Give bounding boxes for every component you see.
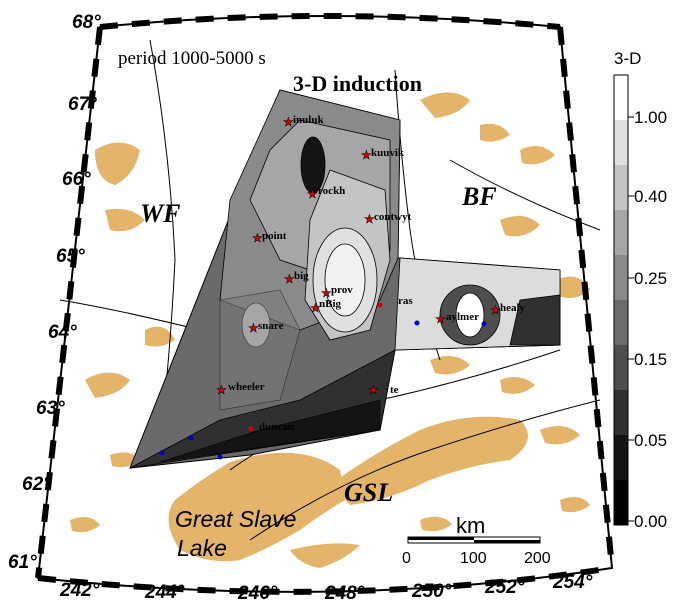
region-label-bf: BF: [461, 182, 497, 211]
colorbar-swatch: [614, 210, 628, 256]
colorbar-swatch: [614, 120, 628, 166]
colorbar-swatches: [614, 75, 628, 526]
lon-label: 246°: [237, 583, 278, 601]
lat-label: 62°: [22, 474, 51, 495]
lat-label: 61°: [8, 552, 37, 573]
site-dot: [481, 321, 487, 327]
station-star: ★: [321, 286, 332, 300]
scale-unit: km: [456, 513, 485, 538]
site-dot: [217, 454, 223, 460]
period-label: period 1000-5000 s: [118, 48, 266, 69]
station-label: inuluk: [293, 114, 324, 126]
lake-label-line2: Lake: [177, 535, 227, 561]
station-star: ★: [248, 321, 259, 335]
site-dot: [159, 450, 165, 456]
lon-label: 242°: [59, 580, 100, 601]
colorbar-swatch: [614, 75, 628, 121]
station-label: duncan: [259, 421, 294, 433]
station-star: ★: [216, 383, 227, 397]
scale-bar: km 0 100 200: [402, 513, 551, 567]
station-label: nBig: [319, 298, 342, 310]
lat-label: 66°: [62, 169, 91, 190]
water-features: [70, 92, 590, 568]
station-label: rockh: [318, 185, 345, 197]
site-dots: [159, 302, 487, 460]
station-star: ★: [490, 303, 501, 317]
colorbar-label: 0.15: [634, 350, 667, 369]
region-label-gsl: GSL: [344, 478, 393, 507]
station-star: ★: [435, 312, 446, 326]
site-dot: [248, 426, 254, 432]
colorbar-swatch: [614, 480, 628, 526]
station-labels: inuluk kuuvik rockh contwyt point big pr…: [228, 114, 526, 433]
lon-label: 248°: [324, 583, 365, 601]
lat-label: 64°: [48, 322, 77, 343]
colorbar-label: 0.05: [634, 431, 667, 450]
site-dot: [188, 435, 194, 441]
colorbar-title: 3-D: [614, 49, 641, 68]
latitude-labels: 68° 67° 66° 65° 64° 63° 62° 61°: [8, 12, 101, 573]
station-label: big: [294, 270, 309, 282]
station-label: contwyt: [374, 211, 412, 223]
colorbar-swatch: [614, 255, 628, 301]
longitude-labels: 242° 244° 246° 248° 250° 252° 254°: [59, 572, 593, 601]
lat-label: 63°: [36, 398, 65, 419]
site-dot: [377, 302, 383, 308]
colorbar-label: 0.25: [634, 269, 667, 288]
station-label: ras: [398, 295, 413, 307]
colorbar-swatch: [614, 165, 628, 211]
station-star: ★: [368, 383, 379, 397]
station-star: ★: [283, 115, 294, 129]
station-label: point: [262, 230, 287, 242]
station-label: kuuvik: [371, 147, 405, 159]
colorbar-swatch: [614, 345, 628, 391]
station-label: snare: [258, 320, 284, 332]
lat-label: 67°: [68, 94, 97, 115]
colorbar-label: 0.00: [634, 512, 667, 531]
colorbar: 3-D 1.00 0.40 0.25 0.15 0.05 0.00: [613, 49, 667, 531]
lon-label: 250°: [411, 581, 452, 601]
colorbar-label: 1.00: [634, 108, 667, 127]
lat-label: 65°: [56, 246, 85, 267]
colorbar-swatch: [614, 435, 628, 481]
station-label: aylmer: [446, 311, 479, 323]
lon-label: 254°: [552, 572, 593, 593]
induction-contours: [129, 89, 561, 469]
site-dot: [414, 320, 420, 326]
station-star: ★: [284, 272, 295, 286]
scale-tick: 0: [402, 550, 411, 567]
station-markers: ★ ★ ★ ★ ★ ★ ★ ★ ★ ★ ★ ★ ★: [216, 115, 501, 398]
station-star: ★: [361, 148, 372, 162]
region-label-wf: WF: [140, 199, 180, 228]
station-label: healy: [500, 302, 526, 314]
station-label: prov: [331, 284, 353, 296]
lon-label: 252°: [484, 577, 525, 598]
station-star: ★: [252, 231, 263, 245]
scale-tick: 200: [524, 550, 551, 567]
map-title: 3-D induction: [293, 71, 422, 96]
colorbar-label: 0.40: [634, 187, 667, 206]
colorbar-swatch: [614, 300, 628, 346]
station-star: ★: [310, 301, 321, 315]
station-label: wheeler: [228, 381, 265, 393]
station-star: ★: [307, 187, 318, 201]
scale-tick: 100: [460, 550, 487, 567]
lat-label: 68°: [72, 12, 101, 33]
graticule-border: [35, 13, 615, 595]
lake-label-line1: Great Slave: [175, 506, 296, 532]
station-label: te: [390, 384, 399, 396]
station-star: ★: [364, 212, 375, 226]
lon-label: 244°: [144, 582, 185, 601]
colorbar-swatch: [614, 390, 628, 436]
colorbar-ticks: [628, 116, 634, 522]
